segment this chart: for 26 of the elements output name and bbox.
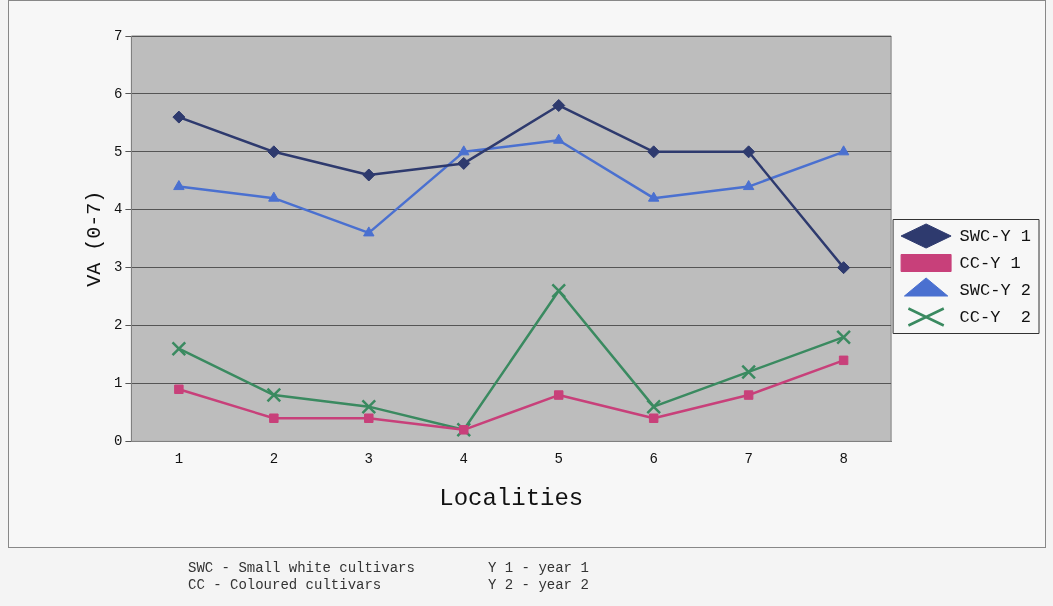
x-tick-label: 7 <box>744 450 753 467</box>
y-axis-title: VA (0-7) <box>83 190 107 287</box>
x-tick-label: 8 <box>839 450 848 467</box>
y-tick-label: 6 <box>114 85 123 102</box>
legend-label: CC-Y 1 <box>959 253 1021 273</box>
legend-label: SWC-Y 2 <box>959 280 1032 300</box>
y-tick-label: 5 <box>114 143 123 160</box>
text: Y 1 - year 1 <box>488 560 590 577</box>
y-tick-label: 4 <box>114 201 123 218</box>
text: SWC - Small white cultivars <box>188 560 416 577</box>
y-tick-label: 7 <box>114 27 123 44</box>
y-tick-label: 2 <box>114 317 123 334</box>
y-tick-label: 0 <box>114 433 123 450</box>
legend-label: SWC-Y 1 <box>959 226 1032 246</box>
x-tick-label: 3 <box>364 450 374 467</box>
legend-label: CC-Y 2 <box>959 307 1032 327</box>
x-tick-label: 5 <box>554 450 563 467</box>
x-tick-label: 1 <box>174 450 184 467</box>
x-tick-label: 6 <box>649 450 658 467</box>
x-tick-label: 4 <box>459 450 468 467</box>
x-tick-label: 2 <box>269 450 279 467</box>
y-tick-label: 3 <box>114 259 123 276</box>
x-axis-title: Localities <box>439 484 584 512</box>
y-tick-label: 1 <box>114 375 123 392</box>
text: Y 2 - year 2 <box>488 577 590 594</box>
text: CC - Coloured cultivars <box>188 577 383 594</box>
